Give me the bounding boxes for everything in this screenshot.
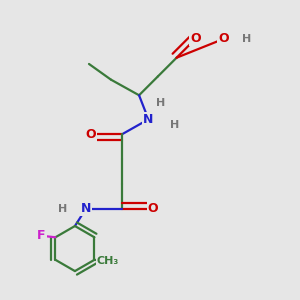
Text: H: H	[242, 34, 252, 44]
Text: N: N	[81, 202, 91, 215]
Text: O: O	[85, 128, 96, 141]
Text: O: O	[218, 32, 229, 45]
Text: CH₃: CH₃	[96, 256, 119, 266]
Text: F: F	[37, 229, 46, 242]
Text: O: O	[190, 32, 201, 45]
Text: N: N	[143, 113, 154, 126]
Text: H: H	[156, 98, 166, 108]
Text: H: H	[170, 120, 180, 130]
Text: O: O	[148, 202, 158, 215]
Text: H: H	[58, 204, 67, 214]
